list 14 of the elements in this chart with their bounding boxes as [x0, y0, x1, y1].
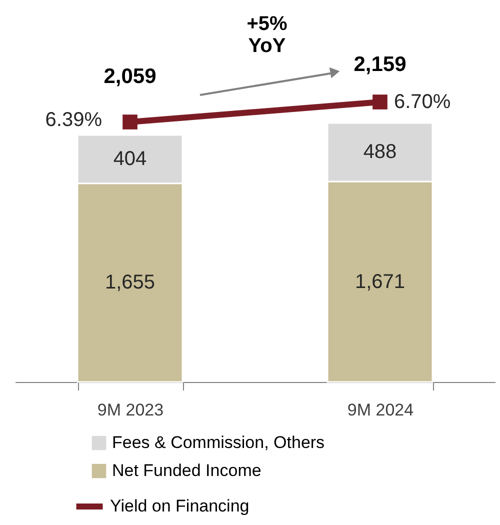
- x-tick-label: 9M 2023: [97, 400, 164, 420]
- data-label: 6.39%: [45, 109, 102, 131]
- data-label: 404: [113, 148, 147, 170]
- legend-label: Net Funded Income: [112, 461, 262, 480]
- data-label: 488: [363, 141, 397, 164]
- legend-label: Fees & Commission, Others: [112, 433, 325, 452]
- x-tick-label: 9M 2024: [347, 400, 414, 420]
- total-label: 2,059: [104, 64, 156, 88]
- total-label: 2,159: [354, 52, 406, 76]
- data-label: 6.70%: [394, 91, 451, 113]
- data-label: 1,655: [104, 272, 156, 294]
- annotation: +5% YoY: [246, 13, 288, 57]
- data-label: 1,671: [354, 270, 406, 293]
- legend-label: Yield on Financing: [110, 496, 250, 516]
